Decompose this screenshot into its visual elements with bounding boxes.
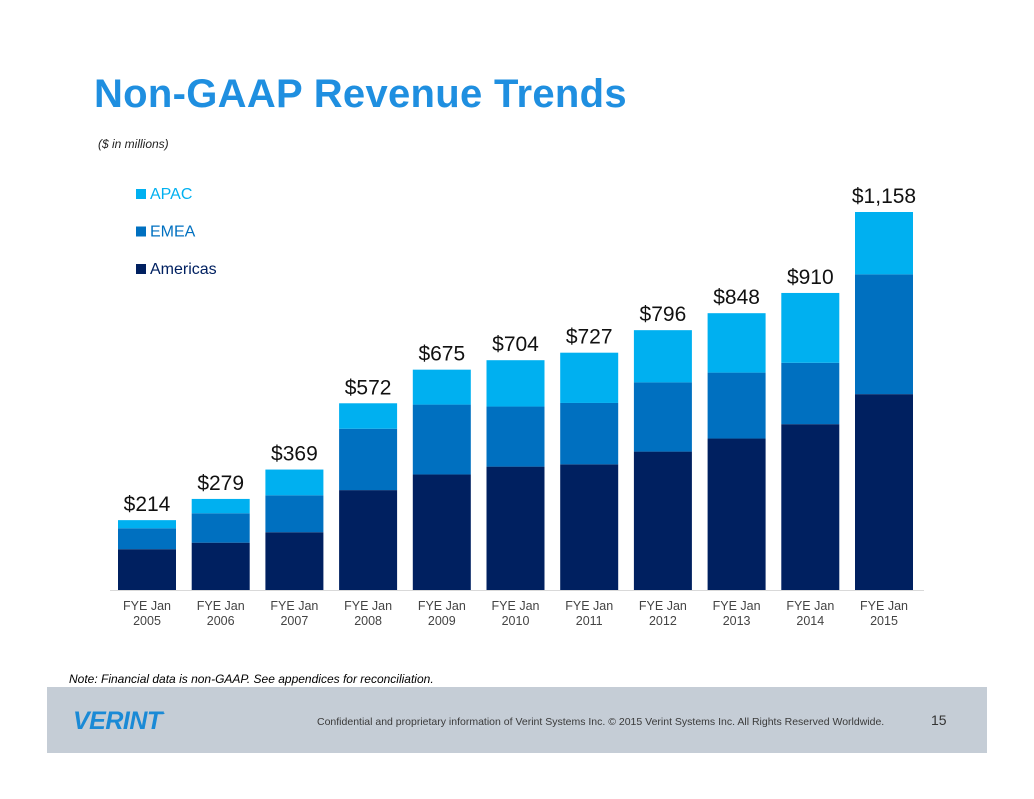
page-title: Non-GAAP Revenue Trends: [94, 72, 627, 116]
total-label-2008: $572: [345, 376, 392, 399]
legend-swatch-emea: [136, 226, 146, 237]
bar-apac-2007: [265, 469, 324, 496]
bar-americas-2010: [486, 466, 545, 590]
legend-label-americas: Americas: [150, 261, 217, 278]
bar-emea-2008: [339, 428, 398, 491]
bar-apac-2012: [633, 330, 692, 383]
bar-emea-2013: [707, 372, 766, 439]
total-label-2011: $727: [566, 326, 613, 349]
x-tick-label-2010: FYE Jan 2010: [492, 599, 540, 628]
total-label-2007: $369: [271, 443, 318, 466]
bar-emea-2011: [560, 402, 619, 465]
bar-apac-2011: [560, 352, 619, 403]
verint-logo: VERINT.: [73, 707, 165, 736]
total-label-2006: $279: [197, 472, 244, 495]
x-tick-label-2015: FYE Jan 2015: [860, 599, 908, 628]
x-tick-label-2012: FYE Jan 2012: [639, 599, 687, 628]
x-tick-label-2013: FYE Jan 2013: [713, 599, 761, 628]
bar-americas-2012: [633, 451, 692, 590]
bar-americas-2005: [118, 549, 176, 590]
x-tick-label-2008: FYE Jan 2008: [344, 599, 392, 628]
bar-emea-2014: [781, 362, 840, 425]
logo-text: VERINT: [73, 707, 162, 735]
x-tick-label-2014: FYE Jan 2014: [786, 599, 834, 628]
logo-mark: .: [162, 707, 165, 716]
bar-apac-2015: [855, 212, 913, 275]
bar-emea-2006: [191, 513, 250, 543]
bar-apac-2014: [781, 292, 840, 363]
total-label-2012: $796: [640, 303, 687, 326]
total-label-2010: $704: [492, 333, 539, 356]
bar-apac-2005: [118, 520, 176, 529]
bar-americas-2009: [412, 474, 471, 590]
total-label-2013: $848: [713, 286, 760, 309]
bar-apac-2009: [412, 369, 471, 405]
bar-emea-2005: [118, 528, 176, 550]
bar-emea-2010: [486, 406, 545, 467]
bar-americas-2008: [339, 490, 398, 590]
bar-emea-2007: [265, 495, 324, 533]
bar-apac-2006: [191, 498, 250, 514]
legend-swatch-americas: [136, 264, 146, 274]
bar-apac-2010: [486, 360, 545, 407]
legend-label-emea: EMEA: [150, 224, 196, 241]
total-label-2015: $1,158: [852, 185, 916, 208]
units-subtitle: ($ in millions): [98, 137, 169, 151]
bar-americas-2011: [560, 464, 619, 590]
bar-americas-2015: [855, 394, 913, 590]
x-tick-label-2009: FYE Jan 2009: [418, 599, 466, 628]
total-label-2014: $910: [787, 266, 834, 289]
bar-emea-2009: [412, 404, 471, 475]
footer-bar: VERINT. Confidential and proprietary inf…: [47, 687, 987, 753]
page-number: 15: [931, 712, 947, 728]
bar-americas-2013: [707, 438, 766, 590]
legend-label-apac: APAC: [150, 186, 192, 203]
x-tick-label-2007: FYE Jan 2007: [270, 599, 318, 628]
bar-apac-2013: [707, 313, 766, 373]
x-tick-label-2011: FYE Jan 2011: [565, 599, 613, 628]
total-label-2009: $675: [418, 343, 465, 366]
bar-americas-2014: [781, 424, 840, 590]
bar-apac-2008: [339, 403, 398, 429]
footnote: Note: Financial data is non-GAAP. See ap…: [69, 672, 434, 686]
bar-americas-2006: [191, 542, 250, 590]
x-tick-label-2005: FYE Jan 2005: [123, 599, 171, 628]
x-tick-label-2006: FYE Jan 2006: [197, 599, 245, 628]
confidentiality-notice: Confidential and proprietary information…: [317, 716, 885, 728]
total-label-2005: $214: [124, 493, 171, 516]
legend-swatch-apac: [136, 189, 146, 199]
bar-emea-2015: [855, 274, 913, 395]
bar-americas-2007: [265, 532, 324, 590]
revenue-stacked-bar-chart: $214 FYE Jan 2005 $279 FYE Jan 2006 $369 FYE Ja…: [110, 185, 924, 628]
bar-emea-2012: [633, 382, 692, 452]
